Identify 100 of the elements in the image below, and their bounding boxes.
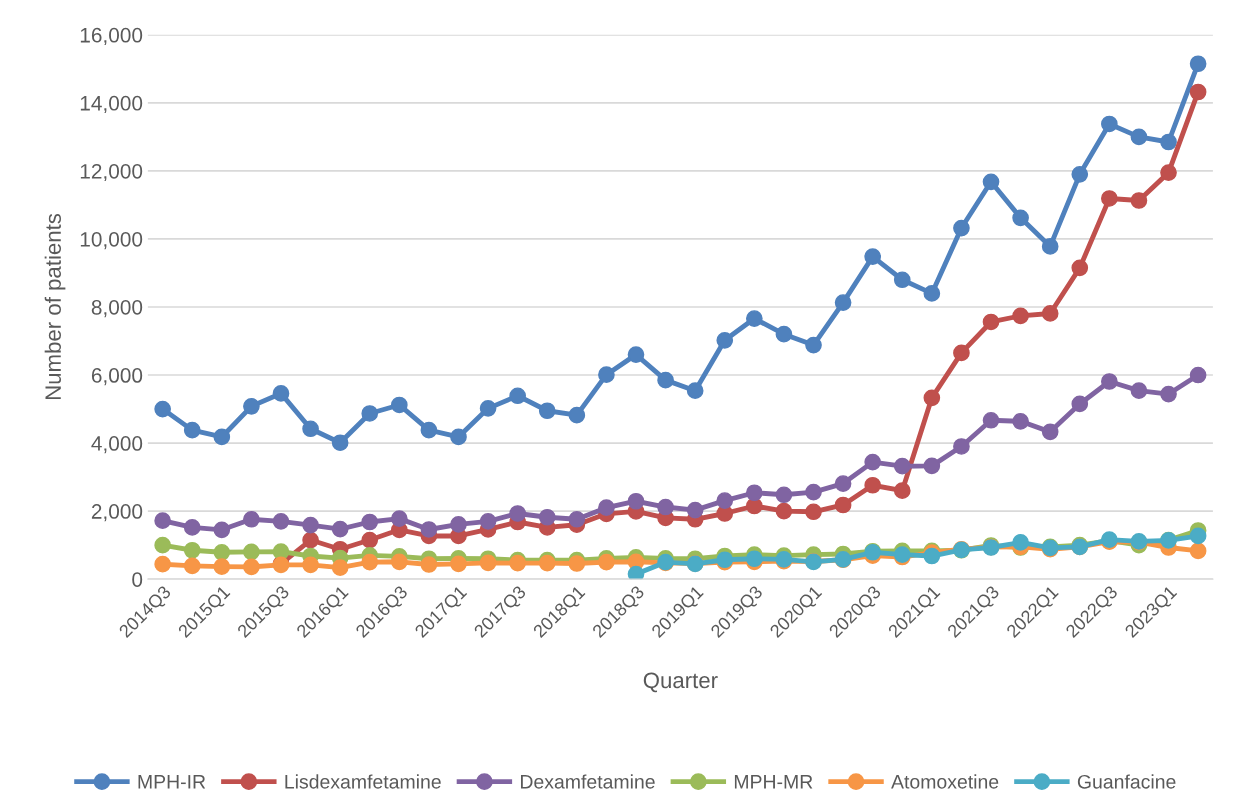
point	[272, 512, 290, 530]
point	[716, 492, 734, 509]
point	[243, 543, 260, 561]
point	[805, 336, 822, 354]
point	[923, 285, 941, 302]
legend-label: Dexamfetamine	[521, 774, 655, 789]
point	[509, 505, 526, 522]
point	[598, 366, 615, 384]
point	[1012, 412, 1029, 430]
point	[302, 556, 319, 574]
point	[331, 434, 349, 452]
legend-label: Lisdexamfetamine	[285, 774, 441, 789]
point	[1041, 238, 1059, 255]
point	[1189, 83, 1207, 101]
point	[213, 543, 231, 561]
point	[1071, 395, 1089, 413]
legend-label: MPH-IR	[138, 775, 206, 789]
point	[450, 428, 467, 446]
point	[1189, 527, 1207, 545]
point	[834, 294, 852, 311]
point	[982, 411, 1000, 429]
point	[1160, 164, 1177, 181]
point	[1041, 305, 1059, 322]
point	[568, 510, 586, 528]
point	[243, 397, 260, 415]
point	[893, 482, 911, 500]
point	[982, 173, 1000, 191]
legend-label: MPH-MR	[734, 775, 813, 789]
point	[686, 501, 704, 519]
legend-label: Atomoxetine	[891, 774, 999, 789]
point	[213, 428, 231, 446]
point	[1189, 366, 1207, 384]
point	[450, 516, 467, 533]
point	[834, 496, 852, 514]
point	[1101, 190, 1118, 207]
point	[864, 453, 882, 471]
point	[361, 513, 379, 531]
point	[420, 521, 438, 538]
point	[627, 565, 645, 580]
point	[390, 396, 408, 414]
y-tick-label: 12,000	[80, 163, 143, 182]
point	[1071, 259, 1089, 277]
point	[479, 512, 497, 530]
point	[805, 503, 822, 521]
y-tick-label: 2,000	[91, 504, 143, 522]
y-tick-label: 8,000	[91, 299, 143, 318]
point	[243, 510, 260, 528]
point	[390, 553, 408, 571]
point	[1160, 385, 1177, 403]
point	[272, 385, 290, 402]
point	[1101, 373, 1118, 390]
point	[183, 541, 201, 559]
point	[1189, 542, 1207, 560]
point	[361, 405, 379, 422]
point	[390, 510, 408, 527]
point	[864, 476, 882, 494]
point	[805, 483, 822, 501]
point	[1041, 423, 1059, 441]
point	[864, 248, 882, 265]
point	[834, 475, 852, 492]
point	[686, 382, 704, 400]
point	[953, 219, 970, 237]
x-axis-title: Quarter	[643, 672, 718, 693]
point	[479, 400, 497, 417]
point	[953, 344, 970, 362]
point	[1130, 128, 1148, 146]
point	[568, 406, 586, 424]
point	[1012, 307, 1029, 325]
point	[746, 484, 763, 502]
point	[953, 438, 970, 455]
point	[598, 553, 615, 571]
point	[923, 457, 941, 475]
point	[183, 421, 201, 439]
point	[302, 420, 319, 438]
point	[538, 402, 556, 420]
point	[213, 521, 231, 539]
point	[154, 400, 171, 418]
point	[923, 389, 941, 407]
point	[1101, 115, 1118, 133]
point	[657, 498, 674, 516]
y-tick-label: 14,000	[80, 95, 143, 114]
point	[302, 531, 319, 549]
y-tick-label: 6,000	[91, 368, 143, 386]
point	[420, 556, 438, 573]
y-axis-title: Number of patients	[44, 213, 66, 400]
point	[923, 547, 941, 565]
point	[1012, 209, 1029, 227]
point	[361, 531, 379, 549]
point	[1071, 165, 1089, 183]
point	[479, 554, 497, 572]
y-tick-label: 10,000	[80, 231, 143, 250]
y-tick-label: 16,000	[80, 27, 143, 46]
point	[183, 519, 201, 536]
point	[775, 486, 793, 504]
point	[568, 555, 586, 572]
point	[1130, 382, 1148, 400]
legend-label: Guanfacine	[1077, 774, 1176, 789]
point	[1130, 192, 1148, 209]
point	[538, 508, 556, 526]
point	[331, 520, 349, 538]
